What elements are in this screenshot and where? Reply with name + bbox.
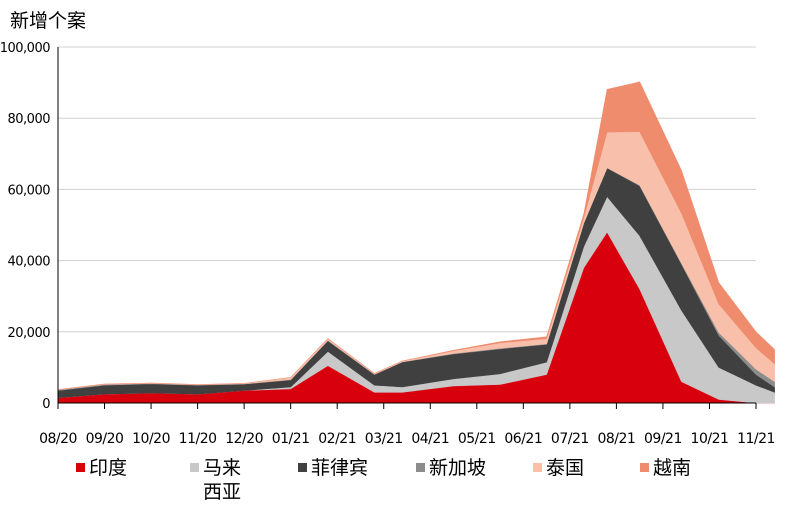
x-tick-label: 02/21 [318,431,356,447]
legend-swatch [190,463,199,472]
legend-item-singapore: 新加坡 [416,456,486,480]
x-tick-label: 10/20 [132,431,170,447]
legend-label: 越南 [653,457,692,479]
x-tick-label: 08/20 [39,431,77,447]
x-tick-label: 01/21 [272,431,310,447]
legend-label: 马来 西亚 [203,457,242,503]
legend-swatch [640,463,649,472]
legend-item-vietnam: 越南 [640,456,691,480]
x-tick-label: 05/21 [458,431,496,447]
legend-label: 印度 [89,457,128,479]
y-tick-label: 20,000 [8,326,51,341]
y-tick-label: 0 [42,397,50,412]
x-tick-label: 04/21 [411,431,449,447]
y-tick-label: 40,000 [8,255,51,270]
legend-label: 新加坡 [429,457,487,479]
x-tick-label: 08/21 [597,431,635,447]
legend-item-malaysia: 马来 西亚 [190,456,241,504]
y-tick-label: 80,000 [8,112,51,127]
x-tick-label: 09/21 [644,431,682,447]
legend-swatch [76,463,85,472]
chart-legend: 印度 马来 西亚 菲律宾 新加坡 泰国 越南 [0,452,794,520]
x-tick-label: 11/20 [179,431,217,447]
area-series-5 [57,81,775,390]
legend-item-india: 印度 [76,456,127,480]
x-tick-label: 10/21 [691,431,729,447]
x-tick-label: 11/21 [737,431,775,447]
legend-swatch [416,463,425,472]
legend-swatch [533,463,542,472]
legend-swatch [298,463,307,472]
legend-item-philippines: 菲律宾 [298,456,368,480]
x-tick-label: 09/20 [86,431,124,447]
legend-label: 菲律宾 [311,457,369,479]
y-tick-label: 60,000 [8,183,51,198]
chart-plot: 0 20,000 40,000 60,000 80,000 100,000 08/20 09/… [0,41,775,447]
x-tick-label: 03/21 [365,431,403,447]
x-tick-label: 06/21 [504,431,542,447]
x-tick-label: 07/21 [551,431,589,447]
legend-item-thailand: 泰国 [533,456,584,480]
legend-label: 泰国 [546,457,585,479]
chart-title: 新增个案 [10,10,87,32]
x-tick-label: 12/20 [225,431,263,447]
y-tick-label: 100,000 [0,41,50,56]
